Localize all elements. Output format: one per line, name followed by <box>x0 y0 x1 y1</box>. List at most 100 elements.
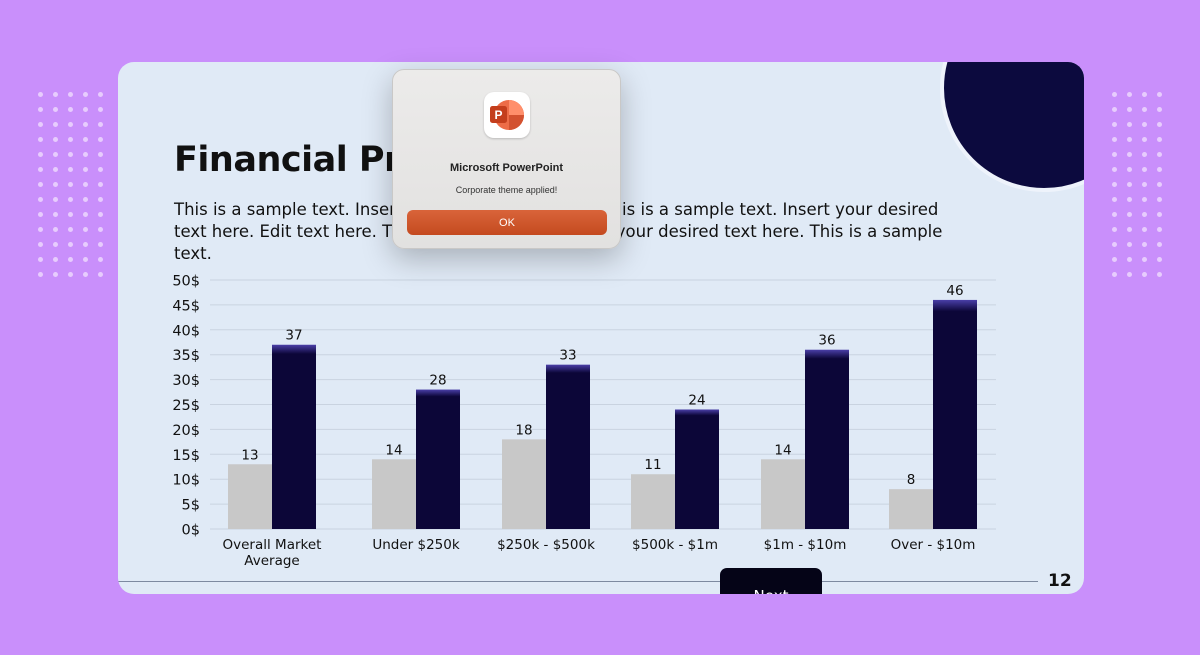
dot <box>1142 272 1147 277</box>
dot <box>1112 92 1117 97</box>
dot <box>38 167 43 172</box>
svg-text:P: P <box>494 108 502 122</box>
dot <box>1112 167 1117 172</box>
dot <box>83 167 88 172</box>
dot <box>1142 197 1147 202</box>
dot <box>1157 92 1162 97</box>
bar-gray <box>502 439 546 529</box>
dot <box>98 227 103 232</box>
dot <box>1127 242 1132 247</box>
dot <box>53 197 58 202</box>
dot <box>98 197 103 202</box>
dot <box>68 167 73 172</box>
dot <box>98 107 103 112</box>
dot <box>1127 257 1132 262</box>
dot <box>83 92 88 97</box>
data-label: 33 <box>559 348 576 364</box>
dot <box>1127 152 1132 157</box>
y-tick-label: 20$ <box>172 423 200 439</box>
bar-gray <box>631 474 675 529</box>
dot <box>1127 182 1132 187</box>
dot <box>53 167 58 172</box>
dot <box>1127 227 1132 232</box>
dot <box>1142 227 1147 232</box>
bar-gray <box>228 464 272 529</box>
y-tick-label: 25$ <box>172 398 200 414</box>
bar-navy <box>546 364 590 529</box>
dot <box>83 242 88 247</box>
decorative-dots-right <box>1112 92 1162 277</box>
dot <box>68 182 73 187</box>
dot <box>68 122 73 127</box>
dot <box>38 92 43 97</box>
next-button[interactable]: Next <box>720 568 822 594</box>
dot <box>1112 212 1117 217</box>
powerpoint-app-icon: P <box>484 92 530 138</box>
dot <box>1157 257 1162 262</box>
data-label: 37 <box>285 328 302 344</box>
data-label: 8 <box>907 472 916 488</box>
dot <box>98 92 103 97</box>
dot <box>98 137 103 142</box>
dot <box>1112 107 1117 112</box>
dot <box>38 122 43 127</box>
dot <box>1157 182 1162 187</box>
dot <box>98 272 103 277</box>
bar-navy <box>805 349 849 529</box>
dot <box>38 257 43 262</box>
dot <box>98 212 103 217</box>
dot <box>53 227 58 232</box>
dot <box>53 242 58 247</box>
dot <box>53 272 58 277</box>
dot <box>98 242 103 247</box>
dot <box>1142 107 1147 112</box>
dot <box>68 107 73 112</box>
dot <box>68 197 73 202</box>
x-tick-label: $250k - $500k <box>497 537 595 553</box>
dot <box>1157 272 1162 277</box>
dot <box>53 92 58 97</box>
dot <box>83 122 88 127</box>
dot <box>1112 227 1117 232</box>
dot <box>83 137 88 142</box>
bar-chart: 0$ 5$ 10$ 15$ 20$ 25$ 30$ 35$ 40$ 45$ 50$ 13 37 Overa… <box>172 274 996 569</box>
bar-gray <box>372 459 416 529</box>
x-tick-label: $1m - $10m <box>764 537 847 553</box>
dot <box>98 152 103 157</box>
x-tick-label: Overall Market <box>223 537 322 553</box>
dot <box>1112 272 1117 277</box>
dot <box>1157 137 1162 142</box>
dot <box>53 122 58 127</box>
dot <box>1127 197 1132 202</box>
bar-navy <box>933 299 977 529</box>
y-tick-label: 0$ <box>182 523 200 539</box>
dot <box>98 167 103 172</box>
dot <box>1112 137 1117 142</box>
y-tick-label: 10$ <box>172 473 200 489</box>
data-label: 24 <box>688 392 705 408</box>
dot <box>83 152 88 157</box>
dot <box>1157 122 1162 127</box>
dot <box>1127 167 1132 172</box>
dot <box>1142 122 1147 127</box>
dot <box>68 212 73 217</box>
dot <box>83 272 88 277</box>
dot <box>53 107 58 112</box>
dot <box>38 197 43 202</box>
dot <box>1157 242 1162 247</box>
ok-button[interactable]: OK <box>407 210 607 235</box>
bar-navy <box>675 409 719 529</box>
dot <box>1127 212 1132 217</box>
dot <box>68 227 73 232</box>
dot <box>1127 122 1132 127</box>
dot <box>38 272 43 277</box>
bar-navy <box>416 389 460 529</box>
dot <box>83 212 88 217</box>
dot <box>68 257 73 262</box>
dialog-message: Corporate theme applied! <box>455 185 558 195</box>
dot <box>1112 182 1117 187</box>
dot <box>68 272 73 277</box>
dot <box>1157 227 1162 232</box>
dot <box>38 242 43 247</box>
bar-gray <box>889 489 933 529</box>
